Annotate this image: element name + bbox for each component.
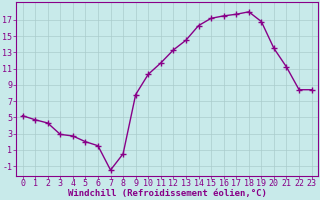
X-axis label: Windchill (Refroidissement éolien,°C): Windchill (Refroidissement éolien,°C) [68, 189, 267, 198]
